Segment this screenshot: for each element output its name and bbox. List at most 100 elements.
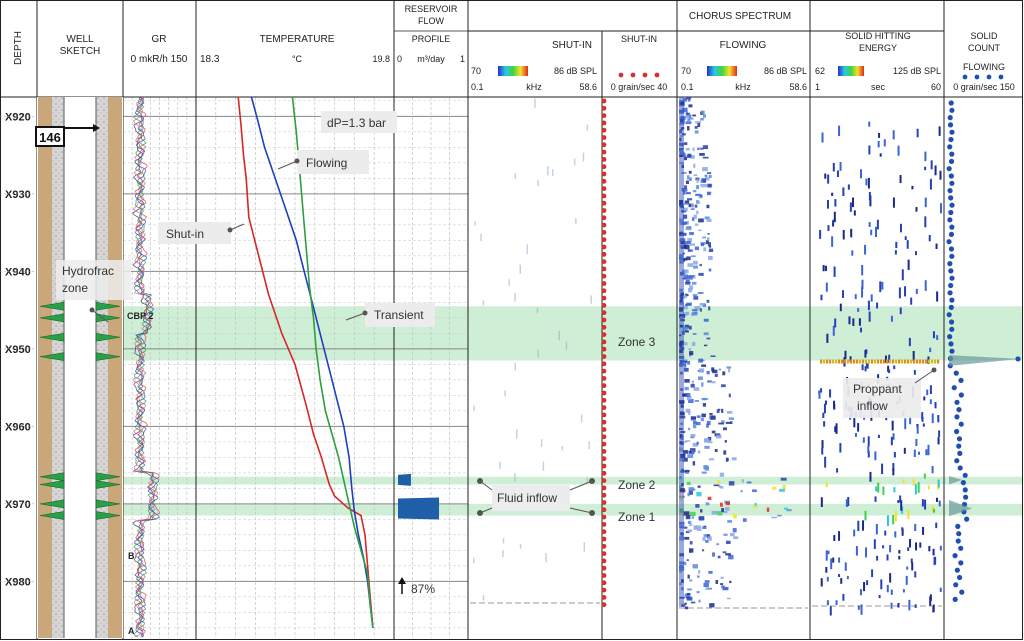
flowing-spectrum-cell bbox=[726, 597, 731, 600]
shutin-count-header: SHUT-IN bbox=[621, 34, 657, 44]
depth-tick-label: X970 bbox=[5, 499, 31, 511]
cement-right bbox=[96, 97, 108, 638]
solid-energy-mark bbox=[868, 192, 871, 201]
flowing-spectrum-cell bbox=[705, 540, 709, 543]
flowing-spectrum-cell bbox=[697, 529, 702, 532]
flowing-spectrum-cell bbox=[731, 457, 737, 461]
flowing-spectrum-cell bbox=[705, 240, 709, 245]
solid-energy-mark bbox=[835, 600, 838, 606]
flowing-spectrum-cell bbox=[690, 433, 696, 438]
solid-count-dot bbox=[948, 173, 954, 179]
solid-energy-mark bbox=[931, 505, 934, 513]
flowing-spectrum-cell bbox=[685, 281, 691, 285]
flowing-spectrum-cell bbox=[723, 533, 728, 536]
proppant-band-mark bbox=[910, 359, 913, 364]
flowing-spectrum-cell bbox=[680, 127, 685, 130]
solid-energy-mark bbox=[929, 178, 932, 190]
solid-energy-mark bbox=[867, 446, 870, 454]
solid-count-dot bbox=[948, 268, 954, 274]
solid-energy-mark bbox=[824, 456, 827, 468]
flowing-spectrum-cell bbox=[688, 548, 694, 553]
flowing-spectrum-cell bbox=[680, 436, 684, 440]
flowing-spectrum-cell bbox=[697, 450, 701, 454]
solid-energy-mark bbox=[842, 593, 845, 601]
solid-energy-mark bbox=[825, 550, 828, 561]
shutin-count-dot bbox=[601, 171, 607, 177]
solid-energy-mark bbox=[870, 229, 873, 236]
perforation-left bbox=[39, 352, 65, 361]
perforation-right bbox=[95, 332, 121, 342]
shutin-count-dot bbox=[601, 514, 607, 520]
flow-scale-min: 0 bbox=[397, 54, 402, 64]
percent-arrow-head bbox=[398, 577, 406, 584]
shutin-count-dot bbox=[601, 303, 607, 308]
flowing-spectrum-cell bbox=[679, 131, 682, 134]
formation-right bbox=[108, 97, 122, 638]
solid-energy-mark bbox=[890, 436, 893, 446]
solid-count-dot bbox=[947, 122, 954, 128]
solid-energy-mark bbox=[848, 316, 851, 325]
flowing-spectrum-cell bbox=[741, 479, 744, 483]
flowing-spectrum-cell bbox=[692, 294, 698, 297]
shutin-count-scale: 0 grain/sec 40 bbox=[611, 82, 668, 92]
flowing-spectrum-cell bbox=[706, 172, 712, 175]
flowing-spectrum-cell bbox=[698, 272, 704, 276]
solid-energy-mark bbox=[840, 578, 843, 584]
flowing-spectrum-cell bbox=[721, 408, 724, 413]
well-sketch bbox=[37, 97, 123, 638]
flowing-spectrum-cell bbox=[682, 450, 689, 454]
flowing-spectrum-cell bbox=[692, 217, 695, 222]
flowing-spectrum-cell bbox=[688, 411, 691, 416]
flowing-spectrum-cell bbox=[709, 603, 715, 608]
fluid-inflow-box bbox=[492, 485, 570, 511]
solid-energy-mark bbox=[895, 241, 898, 249]
shutin-count-dot bbox=[601, 543, 607, 549]
shutin-count-dot bbox=[601, 478, 607, 483]
shutin-spectrum-speck bbox=[561, 446, 563, 451]
flowing-spectrum-cell bbox=[696, 575, 700, 578]
flowing-spectrum-cell bbox=[726, 410, 733, 414]
solid-energy-mark bbox=[939, 545, 942, 551]
shutin-spectrum-speck bbox=[482, 595, 485, 601]
proppant-band-mark bbox=[895, 359, 898, 364]
flowing-spectrum-cell bbox=[692, 281, 697, 285]
shutin-count-legend bbox=[618, 72, 660, 78]
flowing-spectrum-cell bbox=[689, 243, 696, 246]
flowing-spectrum-cell bbox=[681, 441, 688, 443]
solid-energy-mark bbox=[887, 515, 890, 527]
flowing-spectrum-cell bbox=[691, 341, 696, 347]
temperature-curve-shut-in bbox=[237, 96, 374, 628]
proppant-band-mark bbox=[883, 359, 886, 364]
flowing-spectrum-cell bbox=[684, 200, 690, 204]
shutin-legend-dot bbox=[642, 72, 648, 78]
flow-profile-header: PROFILE bbox=[412, 34, 451, 44]
proppant-band-mark bbox=[925, 359, 928, 364]
flowing-spectrum-cell bbox=[698, 516, 705, 521]
shutin-count-dot bbox=[601, 288, 607, 294]
flowing-spectrum-cell bbox=[698, 376, 703, 381]
flowing-spectrum-cell bbox=[771, 516, 778, 519]
solid-count-dot bbox=[962, 472, 968, 478]
flowing-spectrum-cell bbox=[700, 117, 704, 121]
flowing-spectrum-cell bbox=[703, 318, 709, 322]
zone-band-1 bbox=[123, 306, 1022, 361]
shutin-spectrum-speck bbox=[482, 300, 485, 306]
flowing-spectrum-cell bbox=[680, 118, 683, 122]
flowing-spectrum-cell bbox=[685, 392, 691, 397]
solid-energy-mark bbox=[886, 554, 889, 561]
flowing-spectrum-cell bbox=[703, 438, 710, 443]
solid-energy-mark bbox=[883, 139, 886, 147]
flowing-spectrum-cell bbox=[694, 126, 698, 129]
flowing-spectrum-cell bbox=[692, 333, 697, 335]
solid-energy-mark bbox=[929, 399, 932, 405]
solid-energy-mark bbox=[934, 165, 937, 176]
flowing-spectrum-cell bbox=[679, 428, 683, 430]
flowing-spectrum-cell bbox=[708, 248, 714, 252]
flowing-spectrum-cell bbox=[696, 421, 701, 426]
flowing-spectrum-cell bbox=[679, 536, 685, 541]
flowing-spectrum-cell bbox=[697, 123, 701, 128]
flowing-spectrum-cell bbox=[679, 147, 684, 150]
shutin-count-dot bbox=[601, 427, 607, 432]
zone2-label: Zone 2 bbox=[618, 478, 656, 492]
solid-energy-mark bbox=[861, 279, 864, 290]
